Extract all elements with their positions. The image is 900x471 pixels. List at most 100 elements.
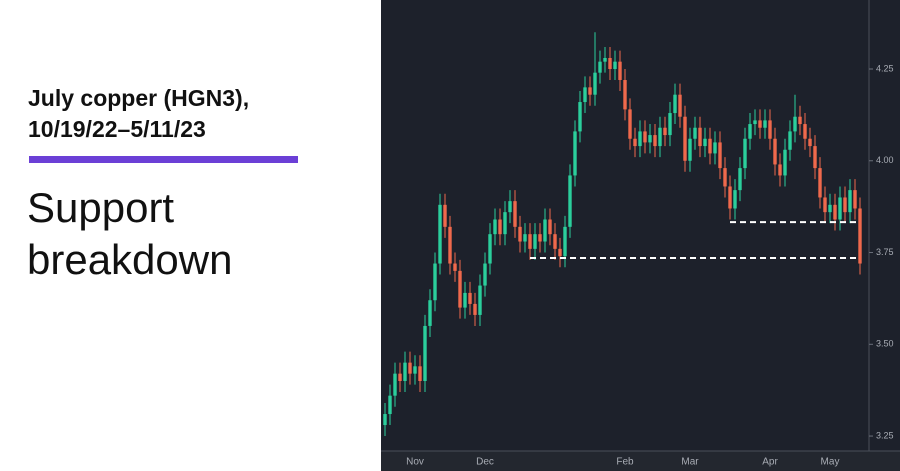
candle-body	[403, 362, 407, 381]
title-line: July copper (HGN3),	[28, 85, 249, 111]
candle-body	[538, 234, 542, 242]
candle-body	[658, 127, 662, 147]
candle-body	[813, 146, 817, 169]
candle-body	[548, 219, 552, 235]
candle-body	[443, 204, 447, 227]
candle-body	[818, 168, 822, 198]
candle-body	[843, 197, 847, 213]
candle-body	[518, 226, 522, 242]
candle-body	[728, 186, 732, 209]
candle-body	[478, 285, 482, 315]
candle-body	[838, 197, 842, 220]
candle-body	[733, 190, 737, 209]
candle-body	[398, 373, 402, 381]
candle-body	[823, 197, 827, 213]
candle-body	[828, 204, 832, 213]
candle-body	[488, 234, 492, 264]
candle-body	[648, 135, 652, 143]
candle-body	[713, 142, 717, 154]
candle-body	[423, 325, 427, 381]
y-tick-label: 4.25	[876, 63, 894, 73]
candle-body	[578, 102, 582, 132]
candle-body	[583, 87, 587, 103]
x-tick-label: Dec	[476, 457, 494, 468]
candle-body	[608, 57, 612, 70]
candle-body	[433, 263, 437, 301]
candle-body	[448, 226, 452, 264]
candle-body	[723, 168, 727, 187]
candle-body	[498, 219, 502, 235]
candle-body	[803, 124, 807, 139]
x-tick-label: Apr	[762, 457, 778, 468]
candle-body	[523, 234, 527, 242]
x-tick-label: May	[821, 457, 840, 468]
candle-body	[773, 138, 777, 165]
left-panel	[0, 0, 381, 471]
candle-body	[383, 414, 387, 426]
candle-body	[408, 362, 412, 374]
y-tick-label: 4.00	[876, 155, 894, 165]
candle-body	[668, 113, 672, 136]
candle-body	[543, 219, 547, 242]
accent-bar	[29, 156, 298, 163]
candle-body	[493, 219, 497, 235]
x-tick-label: Nov	[406, 457, 424, 468]
candle-body	[703, 138, 707, 147]
candle-body	[698, 127, 702, 147]
candle-body	[558, 248, 562, 257]
candle-body	[858, 208, 862, 264]
candle-body	[483, 263, 487, 286]
candle-body	[413, 366, 417, 374]
candle-body	[768, 120, 772, 139]
candle-body	[628, 109, 632, 139]
candle-body	[693, 127, 697, 139]
candle-body	[638, 131, 642, 147]
y-tick-label: 3.50	[876, 339, 894, 349]
candle-body	[438, 204, 442, 264]
candle-body	[623, 80, 627, 110]
candle-body	[753, 120, 757, 125]
candle-body	[783, 149, 787, 176]
candle-body	[853, 190, 857, 209]
candle-body	[393, 373, 397, 396]
y-tick-label: 3.25	[876, 430, 894, 440]
candle-body	[688, 138, 692, 161]
candle-body	[503, 212, 507, 235]
candle-body	[593, 72, 597, 95]
candle-body	[573, 131, 577, 176]
candle-body	[708, 138, 712, 154]
candle-body	[833, 204, 837, 220]
candle-body	[848, 190, 852, 213]
candle-body	[473, 303, 477, 315]
candle-body	[588, 87, 592, 95]
candle-body	[738, 168, 742, 191]
candle-body	[643, 131, 647, 143]
chart-background	[381, 0, 900, 471]
candle-body	[633, 138, 637, 147]
subtitle-line: breakdown	[27, 236, 232, 283]
candle-body	[598, 61, 602, 73]
candle-body	[453, 263, 457, 271]
candle-body	[528, 234, 532, 249]
candle-body	[663, 127, 667, 136]
candle-body	[508, 201, 512, 213]
candle-body	[743, 138, 747, 169]
candle-body	[388, 395, 392, 415]
candle-body	[793, 116, 797, 132]
candle-body	[653, 135, 657, 147]
candle-body	[758, 120, 762, 128]
candle-body	[763, 120, 767, 128]
candle-body	[798, 116, 802, 125]
candle-body	[618, 61, 622, 81]
candle-body	[428, 300, 432, 326]
candle-body	[673, 94, 677, 114]
candle-body	[718, 142, 722, 169]
candle-body	[418, 366, 422, 381]
candle-body	[613, 61, 617, 70]
candle-body	[563, 226, 567, 257]
candle-body	[463, 292, 467, 308]
y-tick-label: 3.75	[876, 247, 894, 257]
candle-body	[458, 270, 462, 308]
